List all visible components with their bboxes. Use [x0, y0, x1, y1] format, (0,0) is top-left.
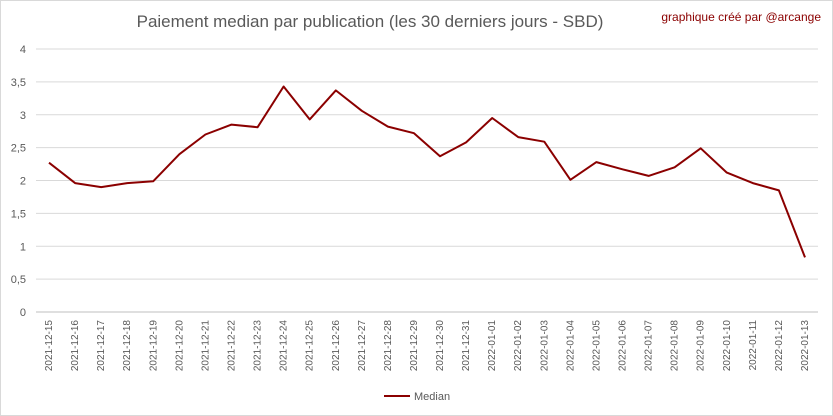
x-tick-label: 2021-12-16 — [70, 320, 81, 372]
x-tick-label: 2022-01-03 — [539, 320, 550, 372]
x-tick-label: 2022-01-06 — [618, 320, 629, 372]
x-tick-label: 2022-01-13 — [800, 320, 811, 372]
y-tick-label: 1 — [20, 241, 26, 253]
x-tick-label: 2021-12-28 — [383, 320, 394, 372]
y-tick-label: 2 — [20, 176, 26, 188]
x-tick-label: 2021-12-24 — [279, 320, 290, 372]
x-tick-label: 2022-01-04 — [565, 320, 576, 372]
x-tick-label: 2022-01-01 — [487, 320, 498, 372]
y-tick-label: 4 — [20, 44, 26, 56]
y-tick-label: 0 — [20, 307, 26, 319]
x-tick-label: 2022-01-07 — [644, 320, 655, 372]
chart-title: Paiement median par publication (les 30 … — [136, 12, 604, 31]
series-line-median — [48, 85, 806, 258]
series-lines — [48, 85, 806, 258]
legend-label: Median — [414, 391, 450, 403]
x-tick-label: 2021-12-25 — [305, 320, 316, 372]
x-tick-label: 2022-01-02 — [513, 320, 524, 372]
x-tick-label: 2022-01-05 — [591, 320, 602, 372]
x-tick-label: 2021-12-17 — [96, 320, 107, 372]
x-tick-label: 2021-12-23 — [253, 320, 264, 372]
x-tick-label: 2021-12-26 — [331, 320, 342, 372]
x-tick-label: 2022-01-11 — [748, 320, 759, 371]
x-tick-label: 2021-12-22 — [227, 320, 238, 372]
x-tick-label: 2022-01-12 — [774, 320, 785, 372]
y-tick-label: 0,5 — [11, 274, 26, 286]
x-tick-label: 2022-01-08 — [670, 320, 681, 372]
y-tick-label: 1,5 — [11, 208, 26, 220]
x-tick-label: 2021-12-30 — [435, 320, 446, 372]
x-tick-label: 2021-12-15 — [44, 320, 55, 372]
x-tick-label: 2021-12-29 — [409, 320, 420, 372]
x-tick-label: 2021-12-27 — [357, 320, 368, 372]
x-tick-label: 2021-12-31 — [461, 320, 472, 372]
x-tick-label: 2022-01-10 — [722, 320, 733, 372]
y-tick-label: 3,5 — [11, 77, 26, 89]
y-tick-label: 2,5 — [11, 143, 26, 155]
x-tick-label: 2022-01-09 — [696, 320, 707, 372]
x-tick-label: 2021-12-20 — [174, 320, 185, 372]
x-tick-label: 2021-12-21 — [200, 320, 211, 372]
y-axis-ticks: 0 0,5 1 1,5 2 2,5 3 3,5 4 — [11, 44, 26, 319]
chart-credit: graphique créé par @arcange — [661, 10, 821, 24]
x-tick-label: 2021-12-18 — [122, 320, 133, 372]
gridlines — [36, 48, 818, 313]
x-tick-label: 2021-12-19 — [148, 320, 159, 372]
x-axis-ticks: 2021-12-15 2021-12-16 2021-12-17 2021-12-18… — [44, 320, 811, 372]
y-tick-label: 3 — [20, 110, 26, 122]
legend: Median — [384, 391, 450, 403]
